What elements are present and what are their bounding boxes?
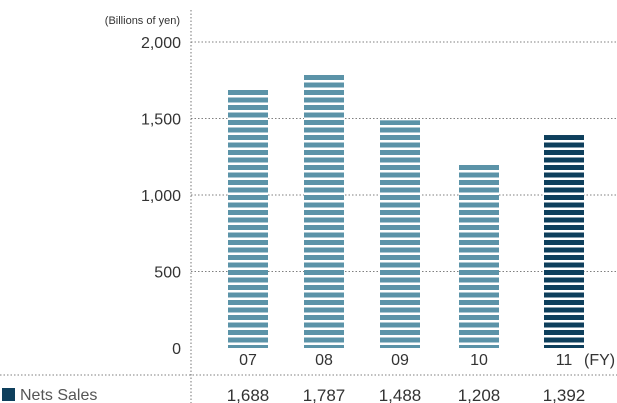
data-value-label: 1,688 bbox=[227, 386, 270, 403]
bar bbox=[459, 163, 499, 348]
legend-label: Nets Sales bbox=[20, 387, 97, 403]
x-axis-ticks: 07 08 09 10 11 bbox=[239, 352, 572, 369]
y-tick-label: 1,500 bbox=[141, 112, 181, 129]
legend-marker bbox=[2, 388, 15, 401]
bar bbox=[380, 120, 420, 348]
data-value-label: 1,208 bbox=[458, 386, 501, 403]
bar bbox=[228, 89, 268, 349]
value-row: 1,688 1,787 1,488 1,208 1,392 bbox=[227, 386, 586, 403]
x-tick-label: 10 bbox=[470, 352, 488, 369]
x-tick-label: 09 bbox=[391, 352, 409, 369]
bar bbox=[304, 74, 344, 349]
x-tick-label: 11 bbox=[556, 352, 573, 369]
y-tick-label: 1,000 bbox=[141, 188, 181, 205]
data-value-label: 1,392 bbox=[543, 386, 586, 403]
data-value-label: 1,488 bbox=[379, 386, 422, 403]
bars bbox=[228, 74, 584, 349]
x-axis-suffix: (FY) bbox=[584, 352, 615, 369]
data-value-label: 1,787 bbox=[303, 386, 346, 403]
y-tick-label: 2,000 bbox=[141, 35, 181, 52]
y-tick-label: 500 bbox=[154, 265, 181, 282]
x-tick-label: 08 bbox=[315, 352, 333, 369]
y-tick-label: 0 bbox=[172, 341, 181, 358]
bar bbox=[544, 135, 584, 348]
y-axis-ticks: 0 500 1,000 1,500 2,000 bbox=[141, 35, 181, 358]
unit-label: (Billions of yen) bbox=[105, 15, 180, 27]
x-tick-label: 07 bbox=[239, 352, 257, 369]
